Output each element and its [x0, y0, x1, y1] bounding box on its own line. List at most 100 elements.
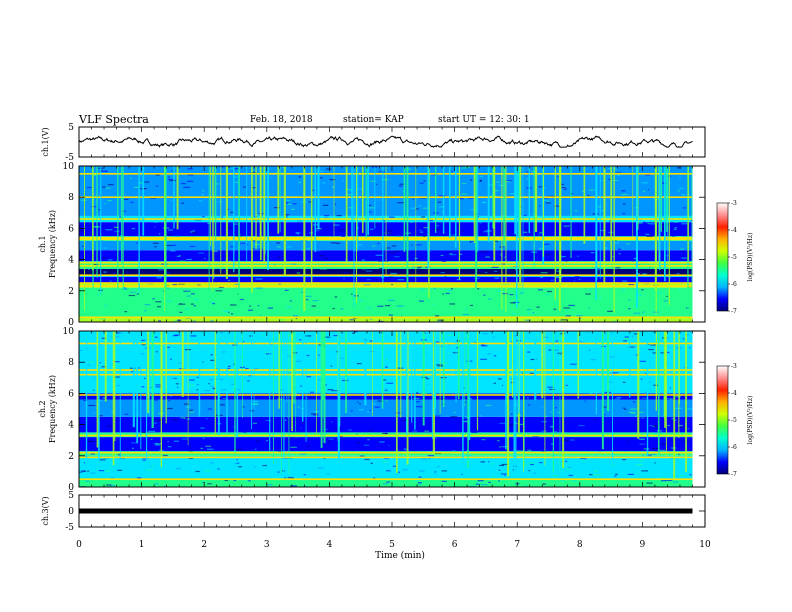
speckle [538, 186, 544, 188]
speckle [520, 292, 524, 294]
speckle [348, 261, 350, 263]
speckle [418, 482, 422, 484]
speckle [113, 226, 119, 228]
speckle [323, 204, 329, 206]
speckle [676, 272, 680, 275]
sferic-streak [604, 166, 606, 242]
speckle [372, 477, 376, 479]
speckle [335, 203, 337, 205]
speckle [633, 333, 639, 335]
speckle [188, 450, 194, 452]
speckle [442, 293, 444, 295]
speckle [276, 246, 281, 248]
speckle [433, 287, 436, 290]
speckle [493, 270, 498, 272]
speckle [451, 450, 456, 452]
speckle [145, 178, 148, 180]
y-tick-label: 8 [68, 358, 74, 368]
speckle [621, 289, 625, 291]
sferic-streak [365, 166, 367, 239]
speckle [92, 263, 99, 266]
speckle [607, 167, 611, 170]
speckle [530, 366, 536, 368]
speckle [284, 419, 287, 421]
speckle [219, 166, 225, 168]
speckle [155, 185, 159, 187]
speckle [488, 481, 491, 484]
speckle [689, 474, 692, 476]
speckle [373, 224, 378, 226]
speckle [181, 202, 185, 204]
sferic-streak [544, 331, 546, 466]
speckle [498, 480, 500, 482]
speckle [552, 349, 559, 351]
speckle [120, 406, 123, 408]
speckle [289, 273, 294, 275]
speckle [551, 443, 554, 445]
speckle [375, 184, 378, 187]
speckle [341, 235, 345, 238]
speckle [342, 376, 347, 378]
speckle [557, 411, 560, 414]
speckle [333, 224, 340, 226]
speckle [136, 473, 140, 475]
sferic-streak [337, 331, 340, 477]
speckle [187, 174, 194, 176]
speckle [544, 254, 551, 256]
speckle [614, 359, 619, 361]
speckle [170, 199, 173, 201]
speckle [485, 404, 492, 406]
speckle [592, 474, 599, 476]
speckle [461, 244, 464, 246]
speckle [98, 469, 105, 472]
speckle [379, 267, 384, 270]
sferic-streak [628, 331, 631, 398]
speckle [285, 306, 292, 308]
speckle [138, 182, 143, 184]
speckle [296, 272, 301, 274]
speckle [242, 431, 247, 433]
y-tick-label: 0 [68, 483, 74, 493]
speckle [573, 280, 576, 282]
speckle [162, 454, 168, 457]
speckle [550, 411, 552, 413]
speckle [286, 246, 292, 248]
speckle [376, 183, 378, 185]
speckle [107, 259, 113, 261]
speckle [542, 199, 548, 201]
speckle [541, 421, 548, 423]
speckle [499, 422, 506, 424]
speckle [449, 254, 457, 256]
speckle [396, 367, 404, 369]
speckle [153, 419, 160, 421]
speckle [317, 454, 322, 456]
speckle [83, 331, 87, 333]
speckle [250, 172, 257, 174]
speckle [416, 392, 419, 394]
speckle [229, 192, 231, 194]
sferic-streak [236, 331, 239, 438]
speckle [461, 417, 469, 419]
speckle [447, 468, 451, 470]
speckle [176, 386, 179, 388]
sferic-streak [385, 166, 387, 275]
speckle [559, 183, 565, 185]
speckle [660, 477, 666, 479]
speckle [555, 340, 559, 342]
speckle [333, 392, 339, 394]
speckle [532, 435, 540, 438]
speckle [151, 465, 155, 467]
speckle [82, 470, 90, 472]
sferic-streak [666, 166, 669, 232]
speckle [414, 257, 418, 260]
speckle [459, 382, 461, 385]
speckle [641, 397, 648, 399]
speckle [397, 471, 400, 473]
speckle [468, 485, 476, 487]
sferic-streak [164, 166, 167, 311]
sferic-streak [475, 166, 478, 306]
speckle [153, 221, 159, 223]
speckle [247, 480, 251, 482]
speckle [358, 233, 366, 236]
sferic-streak [427, 166, 430, 269]
